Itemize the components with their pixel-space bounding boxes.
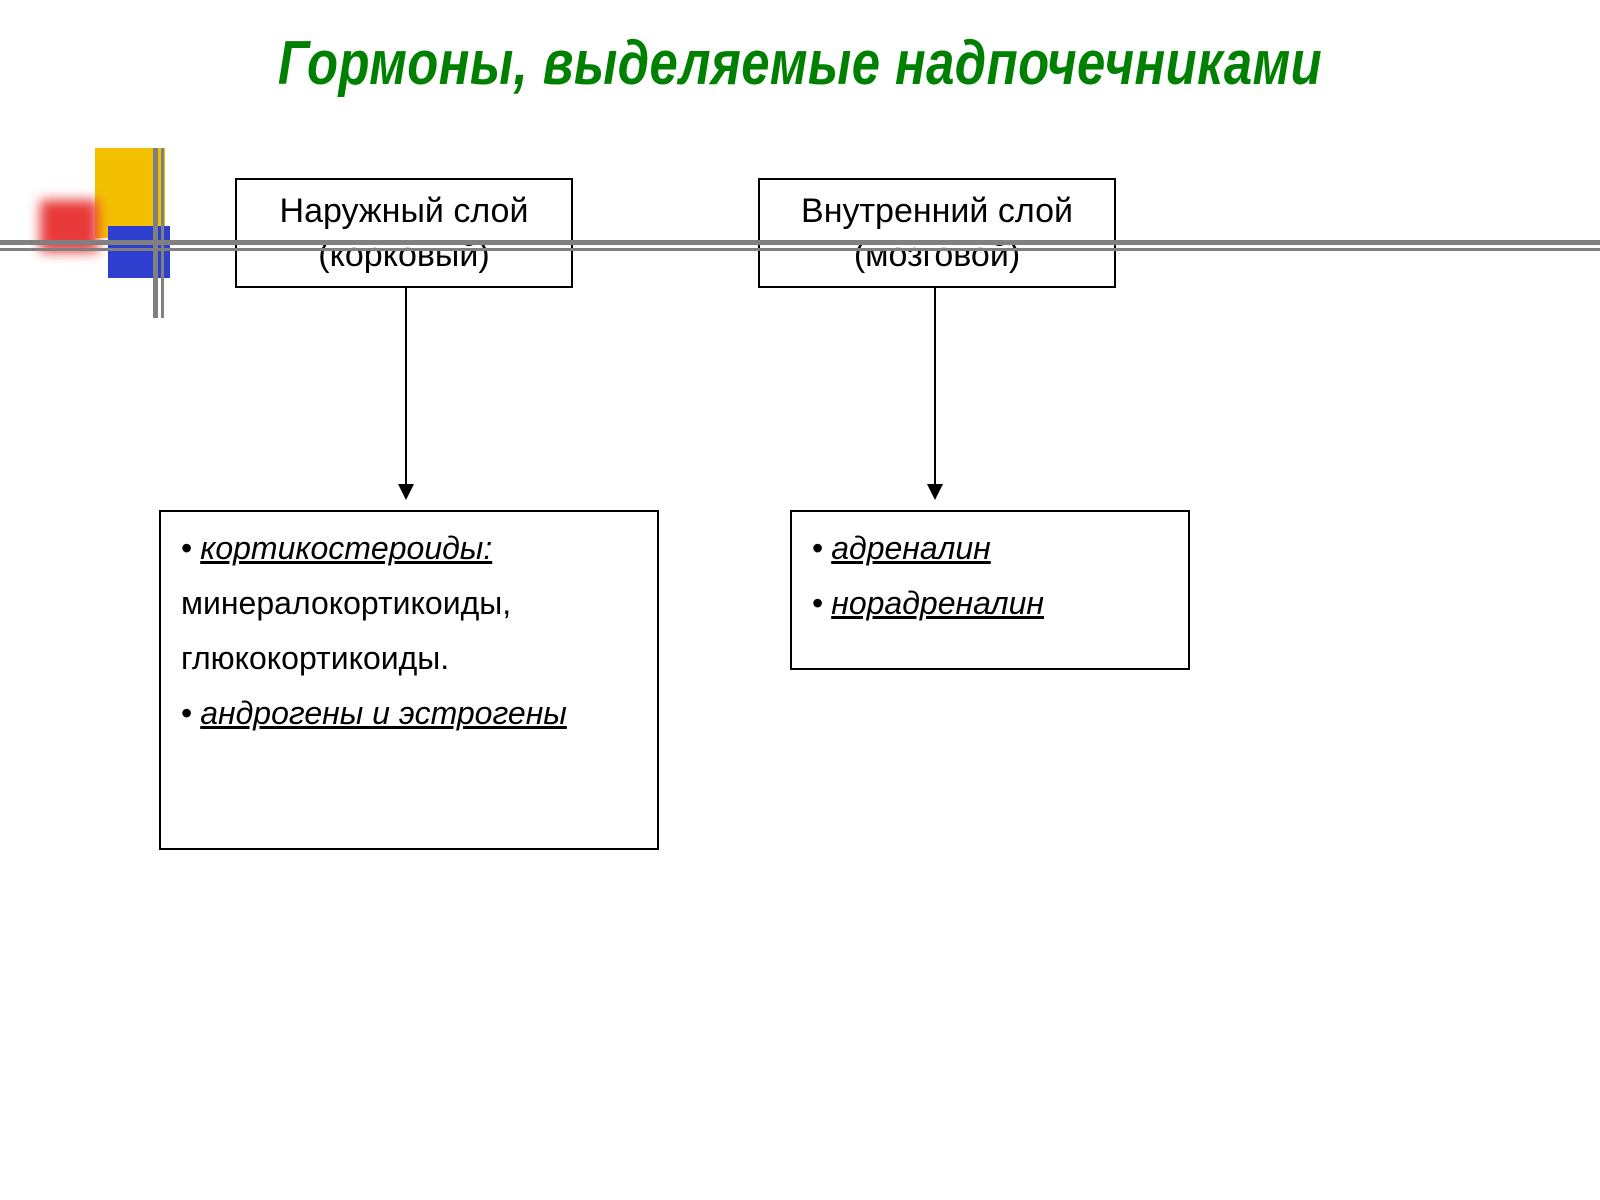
inner-layer-line1: Внутренний слой xyxy=(801,189,1073,233)
decoration-vline xyxy=(153,148,158,318)
hormone-text: норадреналин xyxy=(831,585,1044,622)
medullary-hormones-box: •адреналин• норадреналин xyxy=(790,510,1190,670)
hormone-text: андрогены и эстрогены xyxy=(200,695,567,732)
bullet-icon: • xyxy=(181,530,192,567)
cortical-hormones-box: •кортикостероиды:минералокортикоиды,глюк… xyxy=(159,510,659,850)
hormone-item: минералокортикоиды, xyxy=(181,585,637,622)
hormone-item: •андрогены и эстрогены xyxy=(181,695,637,732)
decoration-hline xyxy=(0,240,1600,245)
hormone-item: глюкокортикоиды. xyxy=(181,640,637,677)
hormone-item: •кортикостероиды: xyxy=(181,530,637,567)
bullet-icon: • xyxy=(181,695,192,732)
bullet-icon: • xyxy=(812,585,823,622)
hormone-text: кортикостероиды: xyxy=(200,530,492,567)
slide-title: Гормоны, выделяемые надпочечниками xyxy=(278,28,1322,99)
arrow-right xyxy=(934,288,936,486)
hormone-item: • норадреналин xyxy=(812,585,1168,622)
arrow-left xyxy=(405,288,407,486)
bullet-icon: • xyxy=(812,530,823,567)
hormone-text: глюкокортикоиды. xyxy=(181,640,449,677)
arrow-left-head-icon xyxy=(398,484,414,500)
inner-layer-box: Внутренний слой (мозговой) xyxy=(758,178,1116,288)
outer-layer-box: Наружный слой (корковый) xyxy=(235,178,573,288)
decoration-hline xyxy=(0,248,1600,251)
hormone-item: •адреналин xyxy=(812,530,1168,567)
decoration-vline xyxy=(161,148,164,318)
hormone-text: адреналин xyxy=(831,530,991,567)
outer-layer-line1: Наружный слой xyxy=(280,189,529,233)
arrow-right-head-icon xyxy=(927,484,943,500)
slide-decoration xyxy=(35,148,195,308)
hormone-text: минералокортикоиды, xyxy=(181,585,511,622)
